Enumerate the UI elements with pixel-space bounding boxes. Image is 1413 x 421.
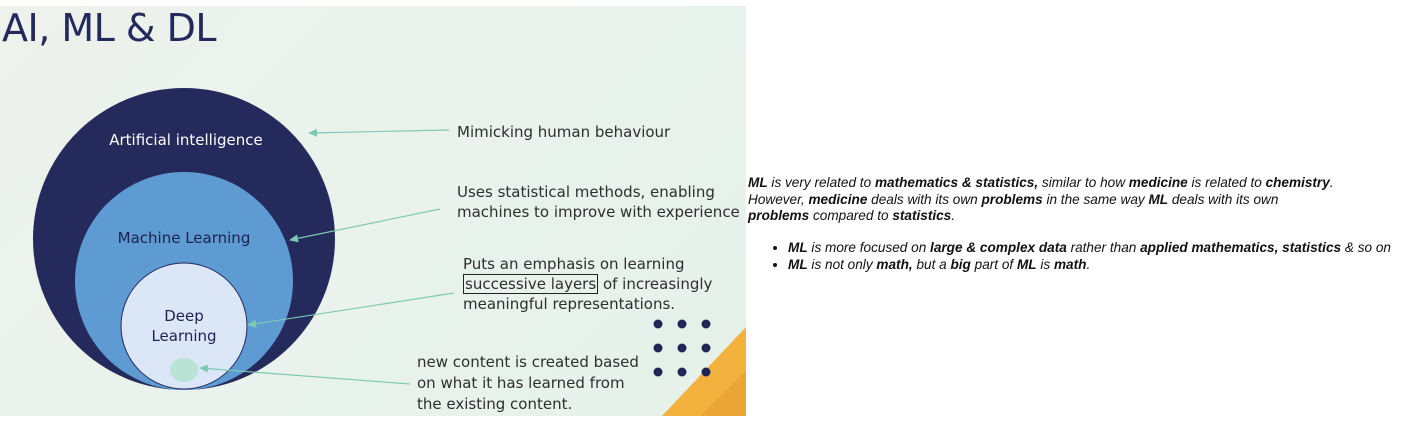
notes-text: .: [1330, 175, 1334, 190]
notes-bold: math: [1054, 257, 1086, 272]
notes-text: .: [951, 208, 955, 223]
ml-description-line: machines to improve with experience: [457, 202, 740, 222]
ml-circle-label: Machine Learning: [90, 228, 278, 248]
dl-circle-label: Deep Learning: [124, 306, 244, 346]
generative-description: new content is created based on what it …: [417, 352, 639, 415]
generative-blob: [170, 358, 198, 382]
notes-bold: problems: [981, 192, 1042, 207]
notes-text: but a: [913, 257, 951, 272]
notes-paragraph: ML is very related to mathematics & stat…: [748, 175, 1413, 225]
notes-text: in the same way: [1043, 192, 1149, 207]
notes-bullet-list: ML is more focused on large & complex da…: [748, 240, 1413, 274]
notes-bold: math,: [876, 257, 912, 272]
ml-description: Uses statistical methods, enabling machi…: [457, 182, 740, 222]
notes-bold: large & complex data: [930, 240, 1067, 255]
notes-bold: ML: [1148, 192, 1168, 207]
notes-bold: problems: [748, 208, 809, 223]
dl-description-line: meaningful representations.: [463, 294, 712, 314]
ai-circle-label: Artificial intelligence: [80, 130, 292, 150]
successive-layers-highlight: successive layers: [463, 274, 598, 294]
notes-bullet-item: ML is more focused on large & complex da…: [788, 240, 1413, 257]
notes-bold: ML: [788, 257, 808, 272]
notes-text: similar to how: [1038, 175, 1129, 190]
notes-bold: medicine: [1129, 175, 1188, 190]
notes-bold: ML: [1017, 257, 1037, 272]
notes-text: is more focused on: [808, 240, 930, 255]
notes-bold: big: [950, 257, 970, 272]
notes-bold: mathematics & statistics,: [875, 175, 1038, 190]
notes-text: is: [1037, 257, 1054, 272]
notes-text: However,: [748, 192, 808, 207]
notes-bullet-item: ML is not only math, but a big part of M…: [788, 257, 1413, 274]
notes-text: is not only: [808, 257, 877, 272]
generative-description-line: on what it has learned from: [417, 373, 639, 394]
notes-text: compared to: [809, 208, 892, 223]
generative-description-line: new content is created based: [417, 352, 639, 373]
ai-description: Mimicking human behaviour: [457, 122, 670, 142]
dl-description-line: Puts an emphasis on learning: [463, 254, 712, 274]
slide-image: AI, ML & DL Ar: [0, 6, 746, 416]
notes-text: .: [1086, 257, 1090, 272]
notes-text: is related to: [1188, 175, 1266, 190]
generative-description-line: the existing content.: [417, 394, 639, 415]
notes-bold: applied mathematics, statistics: [1140, 240, 1341, 255]
notes-text: part of: [971, 257, 1017, 272]
notes-panel: ML is very related to mathematics & stat…: [748, 175, 1413, 274]
notes-bold: ML: [788, 240, 808, 255]
notes-text: deals with its own: [1168, 192, 1278, 207]
notes-text: & so on: [1341, 240, 1391, 255]
dl-description-line: successive layers of increasingly: [463, 274, 712, 294]
notes-bold: statistics: [892, 208, 951, 223]
ml-description-line: Uses statistical methods, enabling: [457, 182, 740, 202]
notes-bold: ML: [748, 175, 768, 190]
notes-text: deals with its own: [867, 192, 981, 207]
dl-description-text: of increasingly: [598, 275, 712, 293]
dl-description: Puts an emphasis on learning successive …: [463, 254, 712, 314]
notes-bold: medicine: [808, 192, 867, 207]
dots-grid: [654, 320, 711, 377]
notes-bold: chemistry: [1266, 175, 1330, 190]
arrow-ai: [309, 130, 449, 133]
notes-text: rather than: [1067, 240, 1140, 255]
notes-text: is very related to: [768, 175, 875, 190]
